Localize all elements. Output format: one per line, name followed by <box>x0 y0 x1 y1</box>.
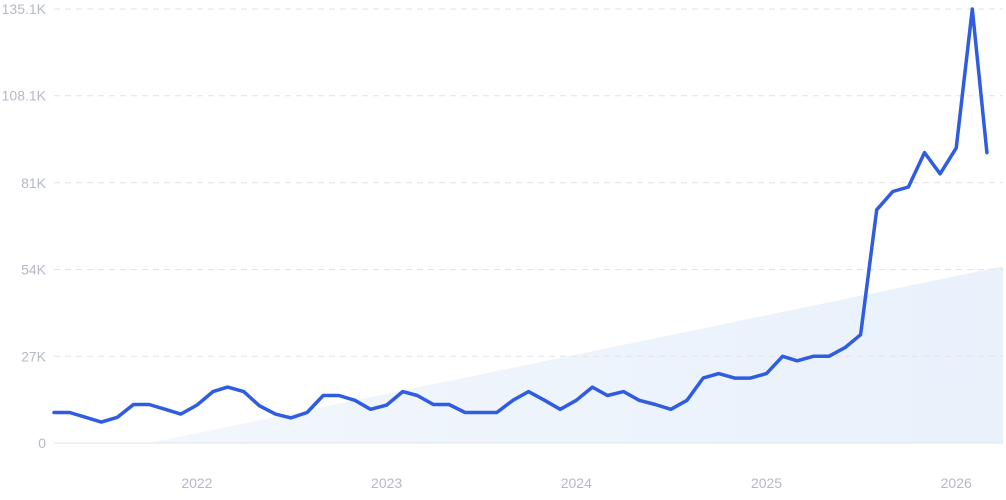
series-line <box>52 7 989 424</box>
y-tick-label: 108.1K <box>2 88 47 104</box>
trend-layer <box>149 266 1003 443</box>
x-tick-label: 2022 <box>181 475 212 491</box>
x-tick-label: 2024 <box>561 475 592 491</box>
y-tick-label: 54K <box>21 262 47 278</box>
x-tick-label: 2026 <box>941 475 972 491</box>
y-tick-label: 81K <box>21 175 47 191</box>
y-tick-label: 135.1K <box>2 1 47 17</box>
x-tick-label: 2025 <box>751 475 782 491</box>
y-axis-ticks: 0 27K 54K 81K 108.1K 135.1K <box>2 1 47 451</box>
series-layer <box>52 7 989 424</box>
x-axis-ticks: 2022 2023 2024 2025 2026 <box>181 475 972 491</box>
y-tick-label: 27K <box>21 348 47 364</box>
trend-area <box>149 266 1003 443</box>
x-tick-label: 2023 <box>371 475 402 491</box>
y-tick-label: 0 <box>38 435 46 451</box>
grid-layer <box>54 8 1003 444</box>
